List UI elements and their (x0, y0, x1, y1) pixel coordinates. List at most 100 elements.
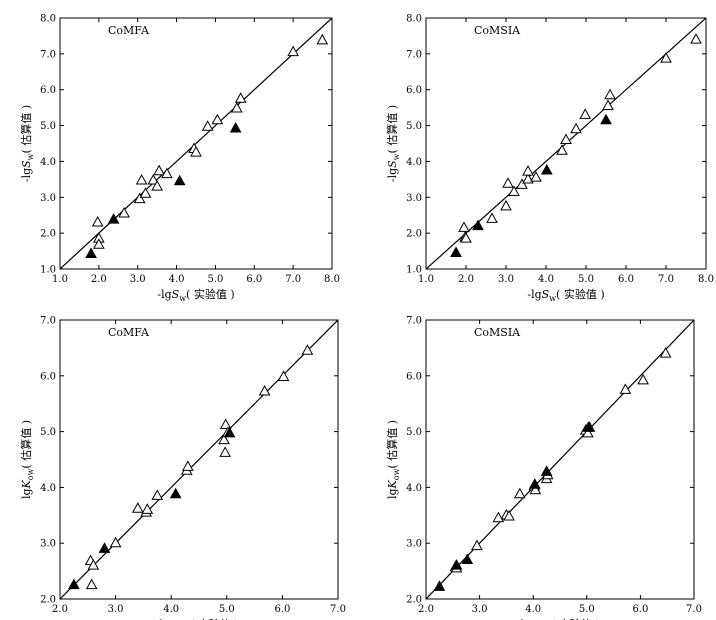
chart-title: CoMSIA (474, 326, 521, 339)
data-point-open-triangle (230, 101, 243, 113)
y-tick-label: 5.0 (406, 121, 422, 132)
x-tick-label: 4.0 (525, 604, 541, 615)
axis-label-suffix: ( 实验值 ) (186, 287, 235, 301)
data-point-filled-triangle (68, 578, 80, 590)
y-ticks: 1.0 2.0 3.0 4.0 5.0 6.0 7.0 8.0 (40, 14, 332, 276)
scatter-panel-3: 2.0 3.0 4.0 5.0 6.0 7.0 2.0 3.0 4.0 5.0 6.0 7.0 CoMF… (19, 316, 346, 620)
data-point-filled-triangle (461, 553, 474, 565)
y-tick-label: 2.0 (406, 229, 422, 240)
y-tick-label: 4.0 (40, 483, 56, 494)
axis-label-subscript: ow (392, 468, 401, 480)
data-point-open-triangle (147, 174, 160, 185)
data-point-open-triangle (161, 167, 173, 179)
data-point-open-triangle (560, 133, 572, 145)
x-tick-label: 5.0 (219, 604, 235, 615)
axis-label-suffix: ( 实验值 ) (190, 617, 239, 620)
data-point-open-triangle (219, 418, 232, 430)
data-point-open-triangle (211, 113, 224, 125)
data-point-open-triangle (690, 33, 702, 44)
data-point-filled-triangle (169, 487, 182, 499)
x-tick-label: 3.0 (130, 274, 146, 285)
scatter-panel-2: 1.0 2.0 3.0 4.0 5.0 6.0 7.0 8.0 1.0 2.0 3.0 4.0 5.0 6… (385, 14, 714, 304)
y-tick-label: 5.0 (406, 427, 422, 438)
plot-frame (59, 17, 333, 270)
data-point-open-triangle (530, 171, 542, 182)
axis-label-symbol: S (172, 288, 180, 301)
data-point-open-triangle (513, 487, 526, 499)
data-point-open-triangle (570, 122, 582, 134)
filled-triangle-series (68, 426, 236, 590)
data-point-open-triangle (637, 373, 649, 385)
x-tick-label: 3.0 (472, 604, 488, 615)
data-point-open-triangle (91, 215, 104, 227)
x-axis-label: -lgSw( 实验值 ) (157, 287, 234, 303)
data-point-filled-triangle (528, 478, 541, 489)
x-tick-label: 3.0 (108, 604, 124, 615)
fit-line (426, 320, 694, 599)
y-tick-label: 4.0 (406, 157, 422, 168)
x-tick-label: 7.0 (658, 274, 674, 285)
data-point-filled-triangle (98, 542, 111, 553)
data-point-open-triangle (619, 383, 632, 394)
x-tick-label: 7.0 (285, 274, 301, 285)
x-tick-label: 2.0 (52, 604, 68, 615)
data-point-open-triangle (301, 344, 314, 355)
data-point-open-triangle (287, 45, 299, 57)
axis-label-suffix: ( 实验值 ) (551, 617, 600, 620)
x-tick-label: 2.0 (91, 274, 107, 285)
filled-triangle-series (433, 421, 595, 591)
data-point-open-triangle (460, 232, 472, 243)
y-tick-label: 1.0 (40, 265, 56, 276)
y-tick-label: 7.0 (40, 316, 56, 327)
data-point-filled-triangle (582, 421, 595, 432)
x-tick-label: 5.0 (578, 274, 594, 285)
x-tick-label: 8.0 (698, 274, 714, 285)
plot-frame (59, 319, 339, 600)
y-tick-label: 2.0 (406, 595, 422, 606)
data-point-open-triangle (93, 238, 105, 249)
data-point-open-triangle (529, 483, 542, 495)
y-axis-label: lgKow( 估算值 ) (385, 420, 401, 499)
data-point-filled-triangle (173, 174, 186, 186)
data-point-filled-triangle (107, 213, 120, 224)
data-point-open-triangle (151, 489, 164, 500)
data-point-open-triangle (131, 502, 144, 513)
y-tick-label: 7.0 (406, 49, 422, 60)
y-axis-label: -lgSw( 估算值 ) (19, 105, 35, 182)
y-axis-label: lgKow( 估算值 ) (19, 420, 35, 499)
x-tick-label: 4.0 (538, 274, 554, 285)
data-point-open-triangle (219, 446, 231, 457)
x-tick-label: 6.0 (632, 604, 648, 615)
y-ticks: 2.0 3.0 4.0 5.0 6.0 7.0 (406, 316, 694, 606)
axis-label-suffix: ( 实验值 ) (556, 287, 605, 301)
chart-title: CoMFA (108, 326, 150, 339)
data-point-open-triangle (87, 559, 100, 570)
y-tick-label: 3.0 (406, 539, 422, 550)
y-axis-label: -lgSw( 估算值 ) (385, 105, 401, 182)
axis-label-symbol: S (20, 160, 33, 168)
data-point-open-triangle (522, 172, 534, 184)
x-tick-label: 4.0 (169, 274, 185, 285)
y-tick-label: 3.0 (40, 539, 56, 550)
data-point-open-triangle (556, 144, 568, 155)
data-point-filled-triangle (540, 465, 553, 476)
axis-label-prefix: lg (159, 618, 170, 620)
axis-label-subscript: w (26, 153, 35, 160)
x-tick-label: 5.0 (207, 274, 223, 285)
x-ticks: 1.0 2.0 3.0 4.0 5.0 6.0 7.0 8.0 (52, 18, 340, 285)
y-tick-label: 8.0 (406, 14, 422, 25)
x-tick-label: 1.0 (52, 274, 68, 285)
axis-label-prefix: -lg (527, 288, 541, 301)
y-tick-label: 5.0 (40, 427, 56, 438)
axis-label-symbol: K (530, 618, 540, 620)
data-point-open-triangle (471, 539, 483, 551)
y-tick-label: 5.0 (40, 121, 56, 132)
data-point-filled-triangle (450, 559, 463, 570)
data-point-open-triangle (218, 433, 230, 445)
axis-label-subscript: ow (26, 468, 35, 480)
axis-label-symbol: S (542, 288, 550, 301)
open-triangle-series (84, 344, 314, 590)
x-tick-label: 7.0 (686, 604, 702, 615)
y-tick-label: 6.0 (406, 371, 422, 382)
y-tick-label: 6.0 (40, 85, 56, 96)
